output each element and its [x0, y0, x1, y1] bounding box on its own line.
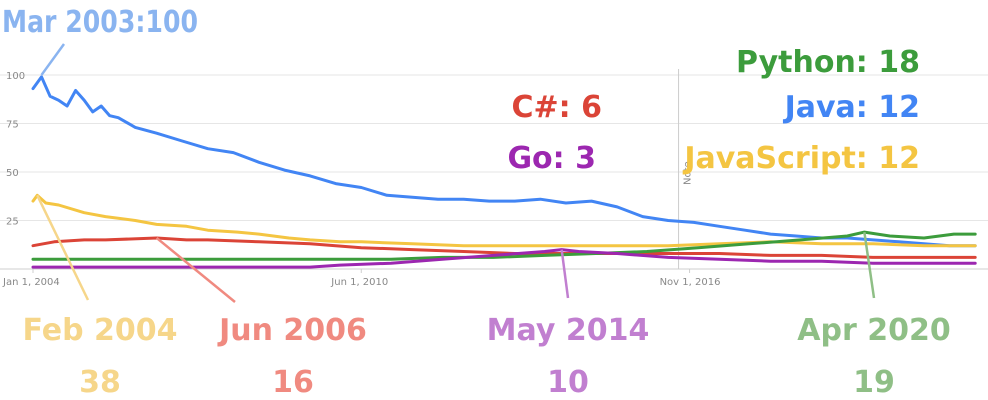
note-marker: Note — [678, 69, 694, 269]
callout-value: 38 — [79, 365, 121, 400]
callout-connector — [560, 249, 570, 299]
legend-value-4: Go: 3 — [507, 141, 596, 176]
callout-connector — [155, 236, 236, 303]
y-tick-label: 75 — [6, 120, 19, 131]
callout-date: May 2014 — [487, 313, 650, 348]
series-line-python — [31, 230, 977, 261]
legend-value-3: C#: 6 — [512, 90, 602, 125]
callout-connector — [863, 231, 876, 299]
callout-date: Jun 2006 — [217, 313, 367, 348]
axis-ticks: 100 75 50 25 Jan 1, 2004 Jun 1, 2010 Nov 1, 20… — [2, 71, 720, 288]
callout-labels: Mar 2003:100 Python: 18 Java: 12 JavaScript… — [2, 5, 951, 400]
callout-connector — [36, 194, 90, 301]
y-tick-label: 50 — [6, 168, 19, 179]
x-tick-label: Jan 1, 2004 — [2, 277, 60, 288]
x-tick-label: Jun 1, 2010 — [330, 277, 388, 288]
callout-date: Apr 2020 — [797, 313, 950, 348]
series-line-java — [31, 75, 977, 248]
legend-value-2: JavaScript: 12 — [682, 141, 920, 176]
callout-value: 10 — [547, 365, 589, 400]
top-annotation-connector — [40, 43, 66, 76]
callout-value: 19 — [853, 365, 895, 400]
note-label: Note — [683, 161, 694, 185]
callout-value: 16 — [272, 365, 314, 400]
top-annotation-label: Mar 2003:100 — [2, 5, 198, 40]
legend-value-1: Java: 12 — [783, 90, 920, 125]
y-tick-label: 25 — [6, 217, 19, 228]
callout-date: Feb 2004 — [22, 313, 177, 348]
x-tick-label: Nov 1, 2016 — [660, 277, 721, 288]
grid-lines — [0, 74, 988, 270]
y-tick-label: 100 — [6, 71, 25, 82]
series-line-c — [31, 236, 977, 259]
legend-value-0: Python: 18 — [736, 45, 920, 80]
callout-connectors — [36, 43, 876, 303]
